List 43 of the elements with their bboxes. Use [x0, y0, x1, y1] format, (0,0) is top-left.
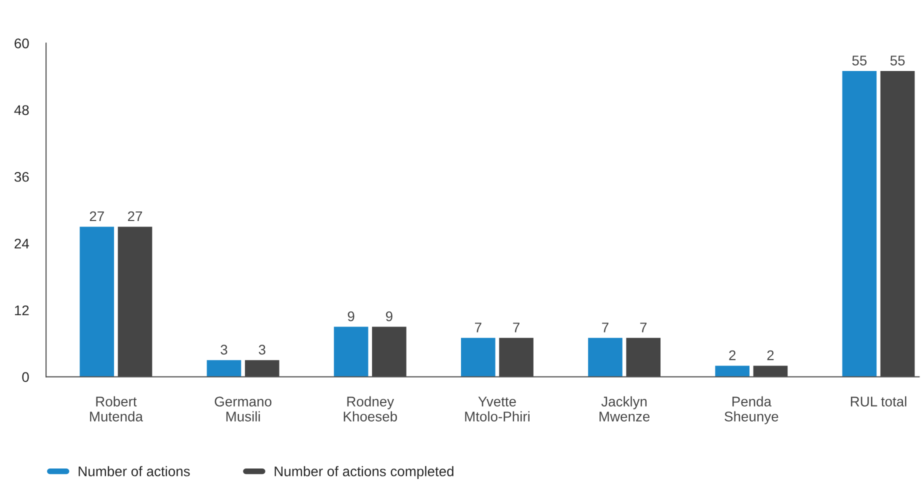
bar [499, 338, 534, 377]
data-label: 3 [258, 344, 266, 355]
bar [461, 338, 496, 377]
legend-label: Number of actions completed [274, 466, 454, 480]
y-tick-label: 60 [14, 38, 29, 48]
bar [626, 338, 661, 377]
data-label: 27 [90, 211, 104, 222]
bar [80, 226, 114, 377]
y-tick-label: 12 [14, 305, 29, 316]
bar [206, 360, 242, 377]
bar [334, 326, 368, 377]
data-label: 2 [767, 350, 774, 360]
x-tick-label: Germano Musili [214, 396, 272, 422]
data-label: 27 [128, 211, 142, 222]
x-tick-label: RUL total [850, 396, 906, 406]
x-tick-label: Rodney Khoeseb [344, 396, 397, 422]
x-tick-label: Penda Sheunye [724, 396, 778, 424]
bar [842, 70, 877, 377]
x-tick-label: Jacklyn Mwenze [600, 396, 650, 422]
data-label: 2 [729, 350, 736, 360]
bar [880, 70, 915, 377]
bar [753, 366, 788, 377]
data-label: 7 [513, 322, 520, 332]
data-label: 7 [475, 322, 482, 332]
bar [372, 326, 406, 377]
data-label: 55 [890, 56, 905, 66]
bar [118, 226, 152, 377]
data-label: 7 [640, 322, 647, 332]
data-label: 7 [602, 322, 608, 332]
bar [244, 360, 280, 377]
bar [588, 338, 622, 377]
y-tick-label: 48 [14, 105, 29, 116]
data-label: 3 [220, 344, 228, 355]
legend-label: Number of actions [78, 466, 190, 476]
y-tick-label: 24 [14, 238, 29, 248]
y-tick-label: 0 [22, 372, 29, 382]
y-tick-label: 36 [14, 172, 29, 182]
x-tick-label: Yvette Mtolo-Phiri [465, 396, 530, 422]
x-tick-label: Robert Mutenda [90, 396, 143, 422]
data-label: 9 [348, 311, 354, 322]
bar [715, 366, 750, 377]
data-label: 9 [386, 311, 392, 322]
data-label: 55 [852, 56, 867, 66]
